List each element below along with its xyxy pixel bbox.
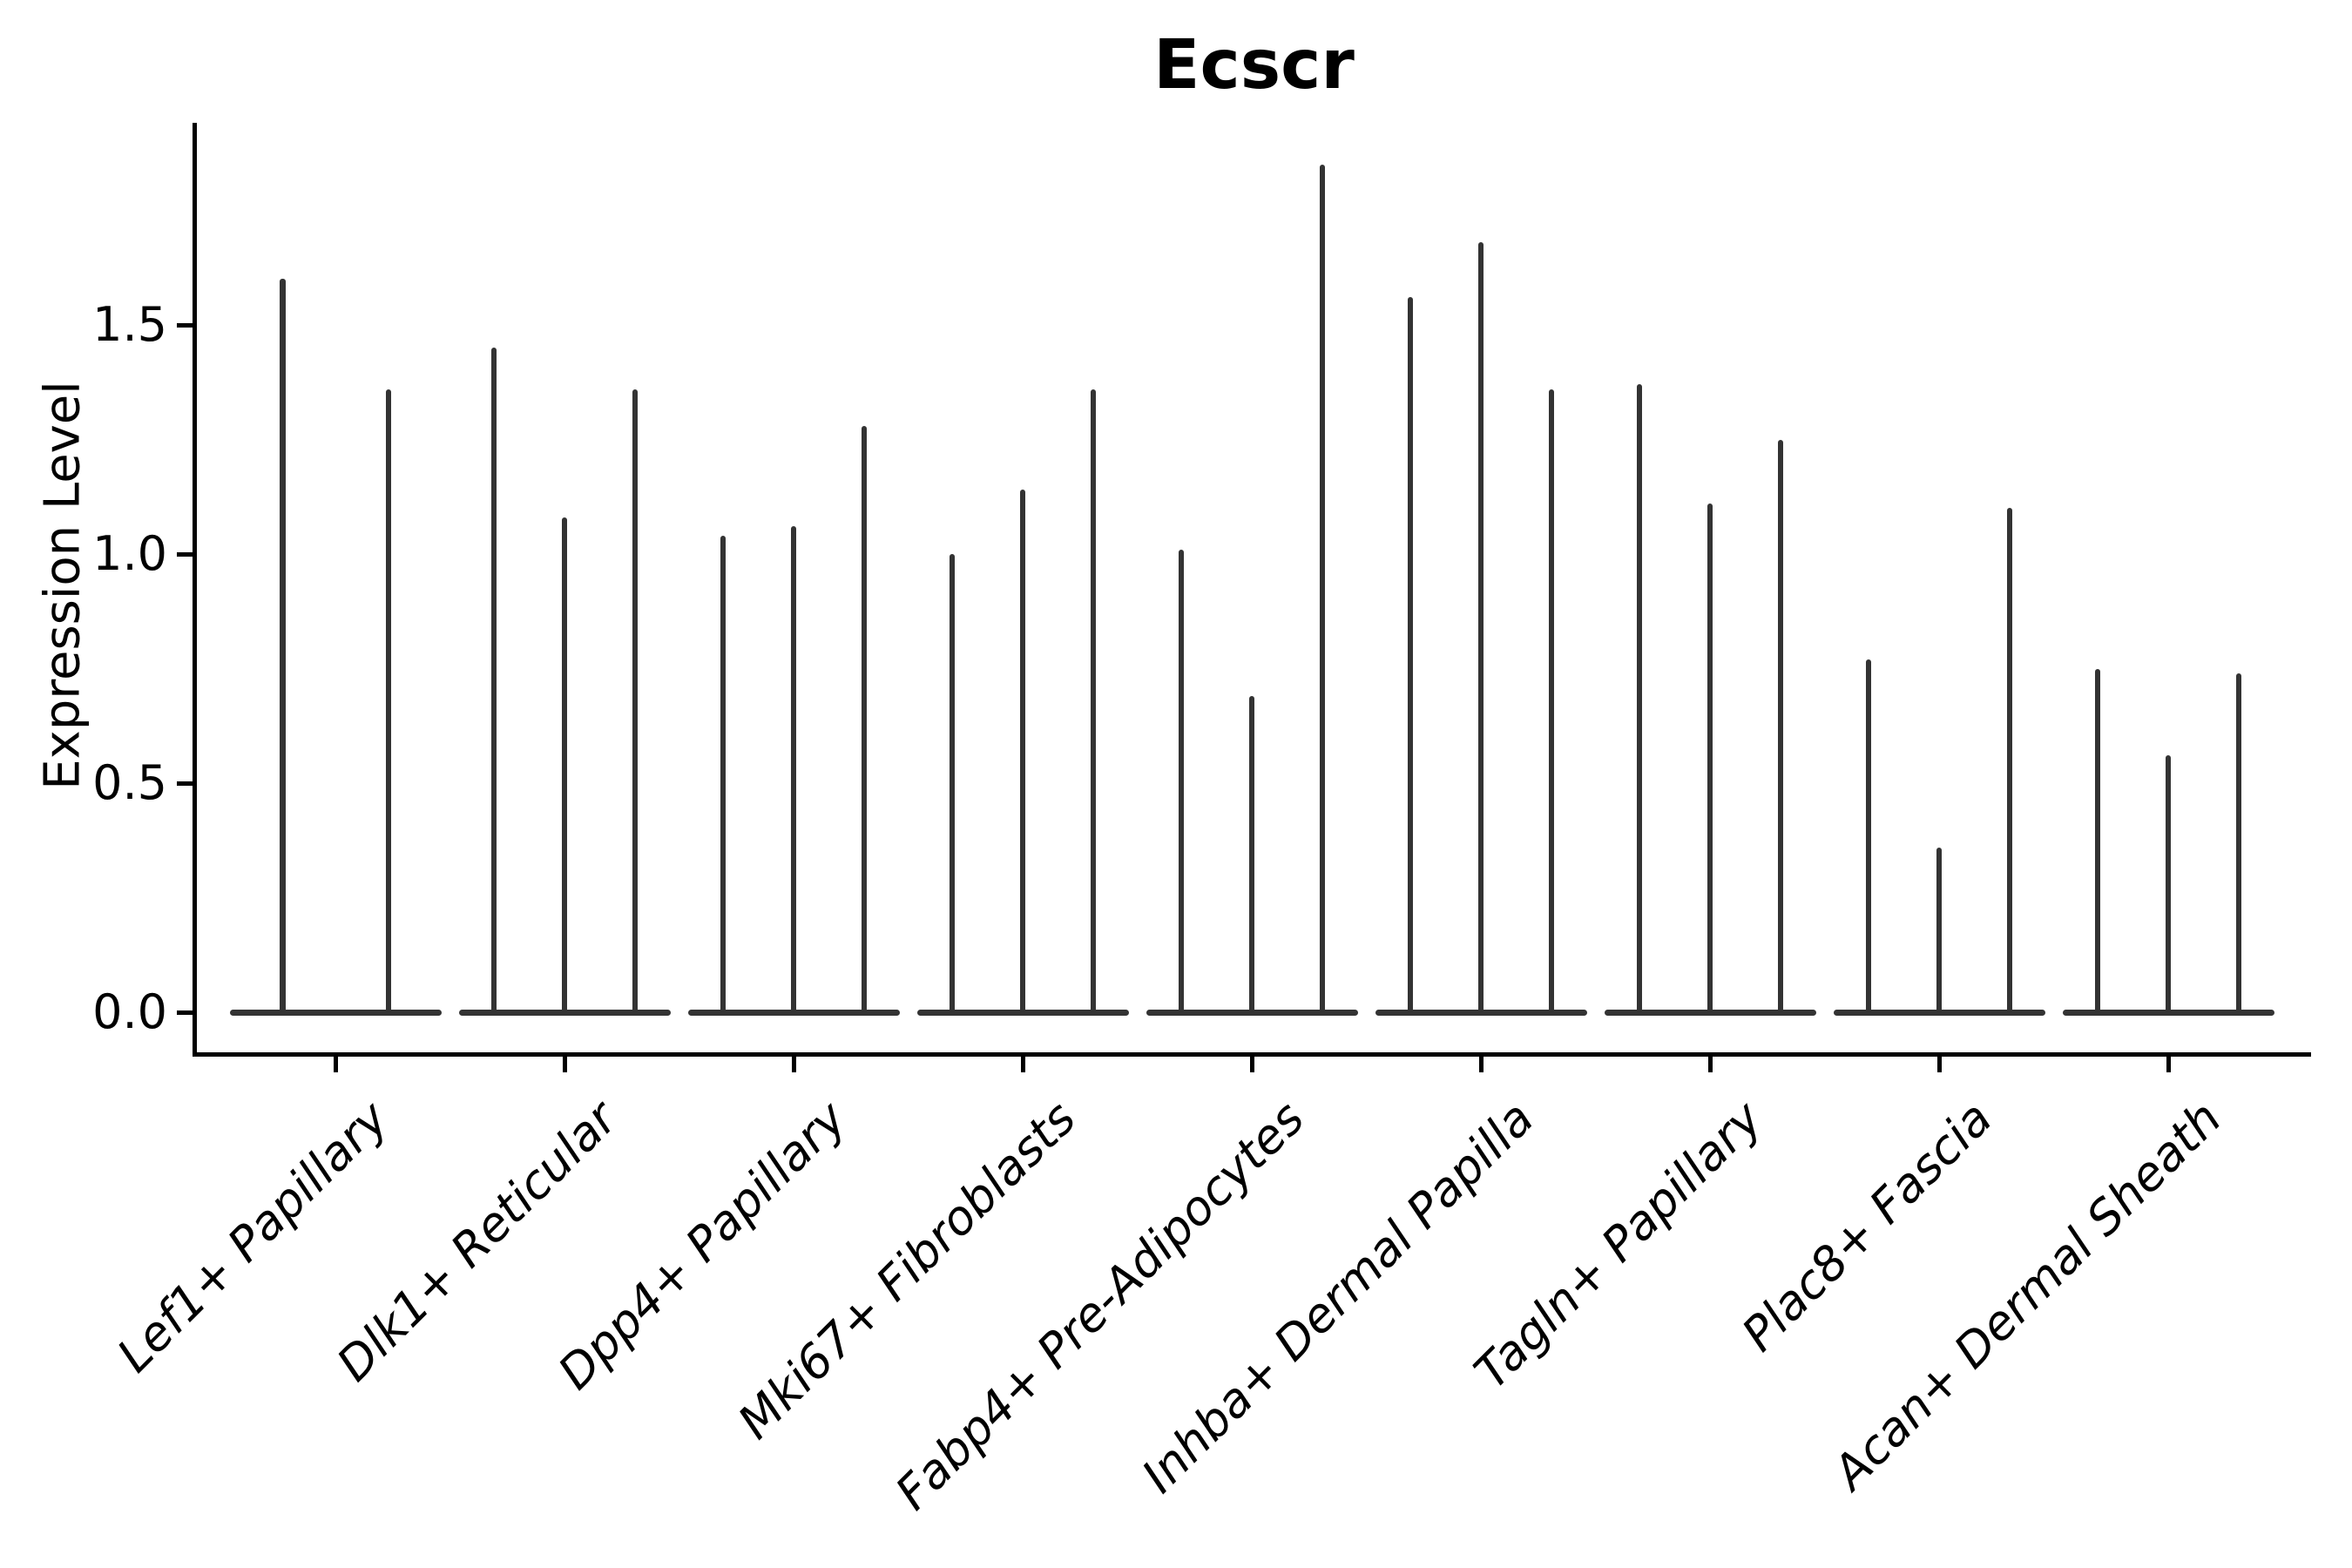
violin-spike (1178, 549, 1185, 1014)
y-tick (177, 781, 193, 786)
violin-spike (1248, 696, 1255, 1014)
violin-spike (1319, 164, 1326, 1014)
y-tick (177, 1010, 193, 1015)
x-tick (1707, 1057, 1713, 1072)
violin-spike (280, 279, 286, 1014)
y-tick (177, 551, 193, 557)
violin-spike (1865, 659, 1872, 1014)
x-tick (1249, 1057, 1254, 1072)
violin-spike (632, 389, 639, 1014)
y-tick-label: 1.5 (92, 297, 167, 352)
violin-spike (1019, 490, 1026, 1014)
violin-spike (949, 554, 956, 1014)
violin-spike (2006, 508, 2013, 1014)
x-tick (2166, 1057, 2171, 1072)
violin-spike (1707, 504, 1713, 1014)
y-tick-label: 1.0 (92, 526, 167, 581)
x-tick (791, 1057, 796, 1072)
violin-spike (720, 535, 727, 1014)
violin-spike (1936, 847, 1943, 1014)
violin-spike (1477, 242, 1484, 1014)
y-tick-label: 0.0 (92, 984, 167, 1039)
x-tick (333, 1057, 338, 1072)
y-axis-spine (193, 123, 197, 1057)
x-tick (1478, 1057, 1484, 1072)
violin-spike (385, 389, 391, 1014)
violin-spike (2094, 668, 2101, 1014)
violin-base (229, 1009, 442, 1016)
x-axis-spine (193, 1052, 2311, 1057)
violin-spike (861, 425, 868, 1014)
plot-title: Ecscr (1153, 26, 1355, 105)
violin-spike (2235, 672, 2242, 1014)
y-tick (177, 322, 193, 328)
violin-spike (561, 517, 568, 1014)
violin-spike (790, 526, 797, 1014)
violin-spike (1407, 297, 1414, 1014)
violin-spike (490, 348, 497, 1014)
violin-spike (1090, 389, 1097, 1014)
violin-spike (1548, 389, 1555, 1014)
violin-spike (2165, 755, 2172, 1014)
x-tick (562, 1057, 567, 1072)
y-tick-label: 0.5 (92, 755, 167, 810)
x-tick-label: Inhba+ Dermal Papilla (1131, 1091, 1544, 1504)
violin-spike (1777, 439, 1784, 1014)
x-tick (1936, 1057, 1942, 1072)
x-tick-label: Fabp4+ Pre-Adipocytes (885, 1091, 1315, 1521)
x-tick-label: Acan+ Dermal Sheath (1821, 1091, 2232, 1500)
violin-spike (1636, 384, 1643, 1014)
x-tick (1020, 1057, 1025, 1072)
